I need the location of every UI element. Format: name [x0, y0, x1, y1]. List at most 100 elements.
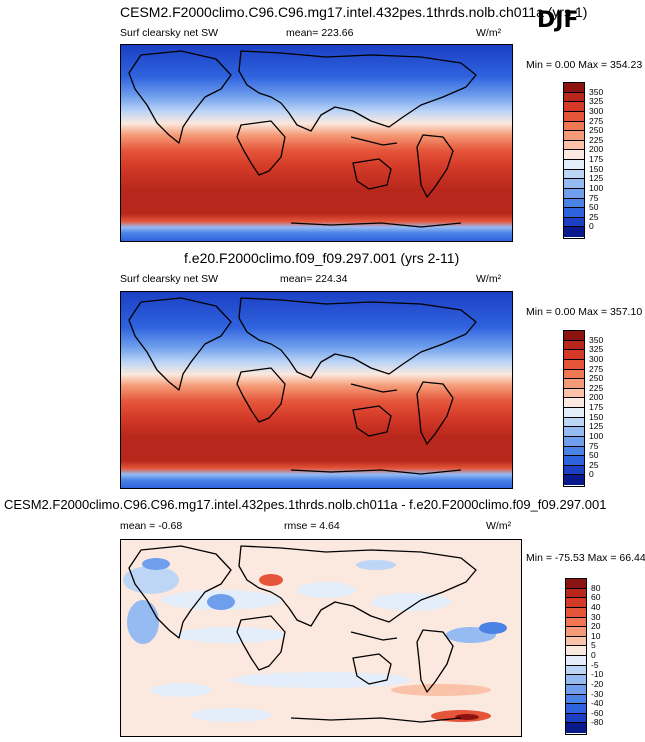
panel-2-tick: 75 — [589, 440, 599, 451]
panel-3-tick: -80 — [591, 717, 604, 728]
panel-3-units: W/m² — [486, 520, 512, 532]
panel-3-tick: 0 — [591, 650, 596, 660]
panel-2-swatch — [564, 398, 584, 408]
panel-1-swatch — [564, 188, 584, 199]
panel-1-map — [120, 44, 513, 242]
panel-3-map — [120, 539, 522, 737]
panel-2-swatch — [564, 359, 584, 370]
panel-2-tick: 125 — [589, 421, 604, 432]
panel-1-swatch — [564, 92, 584, 103]
panel-2-swatch — [564, 388, 584, 399]
panel-3-coastlines — [128, 545, 477, 723]
panel-1-mean: mean= 223.66 — [286, 27, 354, 39]
panel-2-tick: 150 — [589, 411, 604, 422]
panel-1-colorbar — [563, 82, 585, 239]
panel-2-swatch — [564, 350, 584, 360]
panel-1-swatch — [564, 150, 584, 160]
panel-1-tick: 150 — [589, 163, 604, 174]
panel-2-tick: 25 — [589, 459, 599, 470]
panel-1-swatch — [564, 179, 584, 189]
panel-3-swatch — [566, 579, 586, 589]
panel-3-swatch — [566, 607, 586, 618]
panel-2-tick: 225 — [589, 382, 604, 393]
panel-2-left-label: Surf clearsky net SW — [120, 273, 219, 285]
panel-2-swatch — [564, 417, 584, 428]
panel-1-swatch — [564, 208, 584, 218]
panel-3-swatch — [566, 713, 586, 724]
panel-2-tick: 275 — [589, 363, 604, 374]
panel-3-mean: mean = -0.68 — [120, 520, 183, 532]
panel-2-title: f.e20.F2000climo.f09_f09.297.001 (yrs 2-… — [184, 250, 460, 266]
panel-1-swatch — [564, 217, 584, 228]
panel-3-tick: 40 — [591, 601, 601, 612]
panel-2-tick: 175 — [589, 402, 604, 412]
panel-3-swatch — [566, 588, 586, 599]
panel-1-tick: 125 — [589, 173, 604, 184]
panel-1-swatch — [564, 121, 584, 132]
panel-2-colorbar-ticks: 350 325 300 275 250 225 200 175 150 125 … — [589, 330, 629, 485]
panel-2-swatch — [564, 379, 584, 389]
panel-1-tick: 350 — [589, 86, 604, 97]
panel-2-swatch — [564, 475, 584, 485]
panel-3-minmax: Min = -75.53 Max = 66.44 — [526, 552, 645, 564]
panel-1-tick: 300 — [589, 105, 604, 116]
panel-3-swatch — [566, 646, 586, 656]
panel-3-tick: 20 — [591, 621, 601, 632]
panel-3-colorbar — [565, 578, 587, 735]
panel-3-tick: 60 — [591, 592, 601, 603]
panel-2-swatch — [564, 436, 584, 447]
panel-2-swatch — [564, 340, 584, 351]
panel-1-swatch — [564, 169, 584, 180]
panel-3-tick: -5 — [591, 659, 599, 670]
panel-1-tick: 175 — [589, 154, 604, 164]
panel-1-tick: 100 — [589, 182, 604, 193]
panel-3-swatch — [566, 704, 586, 714]
panel-1-tick: 225 — [589, 134, 604, 145]
panel-3-swatch — [566, 675, 586, 685]
panel-3-swatch — [566, 598, 586, 608]
panel-3-tick: -10 — [591, 669, 604, 680]
panel-1-swatch — [564, 227, 584, 237]
panel-3-tick: 10 — [591, 630, 601, 641]
panel-3-title: CESM2.F2000climo.C96.C96.mg17.intel.432p… — [4, 497, 607, 512]
panel-2-tick: 100 — [589, 430, 604, 441]
panel-3-tick: 30 — [591, 611, 601, 622]
panel-1-colorbar-ticks: 350 325 300 275 250 225 200 175 150 125 … — [589, 82, 629, 237]
panel-2-map — [120, 291, 513, 489]
panel-2-tick: 300 — [589, 353, 604, 364]
panel-1-tick: 50 — [589, 202, 599, 213]
panel-1-units: W/m² — [476, 27, 502, 39]
panel-3-swatch — [566, 665, 586, 676]
panel-3-tick: 80 — [591, 582, 601, 593]
panel-1-tick: 325 — [589, 96, 604, 107]
panel-3-swatch — [566, 723, 586, 733]
panel-1-swatch — [564, 111, 584, 122]
panel-2-swatch — [564, 456, 584, 466]
panel-1-swatch — [564, 131, 584, 141]
panel-1-swatch — [564, 102, 584, 112]
panel-1-tick: 0 — [589, 221, 594, 232]
panel-3-tick: -60 — [591, 707, 604, 718]
panel-2-tick: 200 — [589, 392, 604, 403]
panel-3-tick: 5 — [591, 640, 596, 651]
panel-3-swatch — [566, 617, 586, 628]
panel-2-minmax: Min = 0.00 Max = 357.10 — [526, 306, 643, 318]
panel-1-swatch — [564, 83, 584, 93]
panel-2-colorbar — [563, 330, 585, 487]
panel-1-tick: 75 — [589, 192, 599, 203]
panel-2-tick: 350 — [589, 334, 604, 345]
panel-3-swatch — [566, 684, 586, 695]
panel-1-tick: 25 — [589, 211, 599, 222]
panel-3-swatch — [566, 656, 586, 666]
panel-2-mean: mean= 224.34 — [280, 273, 348, 285]
panel-3-tick: -30 — [591, 688, 604, 699]
panel-2-tick: 325 — [589, 344, 604, 355]
panel-1-tick: 250 — [589, 125, 604, 136]
panel-2-swatch — [564, 408, 584, 418]
panel-1-minmax: Min = 0.00 Max = 354.23 — [526, 59, 643, 71]
season-label: DJF — [537, 8, 579, 33]
panel-3-swatch — [566, 627, 586, 637]
panel-3-tick: -40 — [591, 698, 604, 709]
panel-1-tick: 275 — [589, 115, 604, 126]
panel-2-swatch — [564, 446, 584, 457]
